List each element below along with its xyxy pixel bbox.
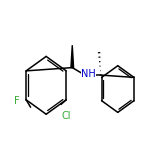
Text: NH: NH <box>81 69 96 79</box>
Text: F: F <box>14 96 20 106</box>
Text: Cl: Cl <box>62 111 71 121</box>
Polygon shape <box>71 45 74 68</box>
